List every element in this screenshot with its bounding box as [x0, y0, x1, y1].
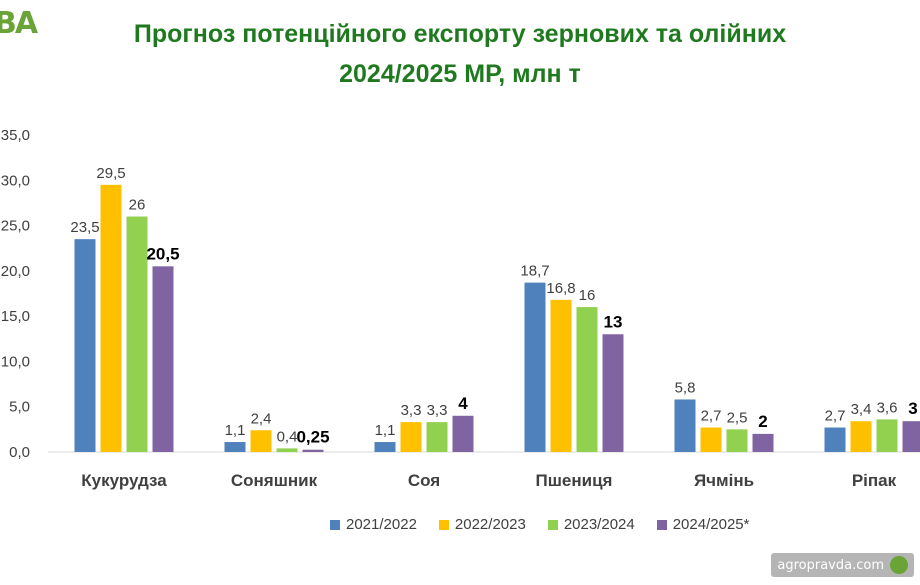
legend-swatch — [330, 519, 340, 530]
data-label: 23,5 — [70, 219, 99, 236]
globe-icon — [890, 556, 908, 574]
legend-label: 2022/2023 — [454, 516, 526, 533]
legend-swatch — [656, 519, 667, 530]
category-label: Кукурудза — [81, 471, 167, 490]
logo-text: BA — [0, 6, 38, 41]
legend-label: 2024/2025* — [672, 516, 750, 533]
bar — [824, 427, 846, 452]
data-label: 16,8 — [546, 280, 575, 297]
legend-swatch — [438, 519, 449, 530]
bar — [674, 399, 696, 452]
data-label: 2,7 — [701, 408, 722, 425]
data-label: 3,6 — [877, 399, 898, 416]
bar — [752, 433, 774, 452]
bar — [902, 421, 920, 452]
data-label: 2 — [758, 412, 767, 431]
legend-label: 2021/2022 — [346, 516, 417, 533]
y-tick-label: 30,0 — [1, 172, 30, 189]
watermark-text: agropravda.com — [777, 557, 884, 573]
bar — [302, 449, 324, 452]
bar — [126, 216, 148, 452]
watermark: agropravda.com — [771, 553, 914, 577]
legend: 2021/2022 2022/2023 2023/2024 2024/2025* — [330, 516, 749, 533]
data-label: 0,25 — [296, 428, 329, 447]
bar — [100, 184, 122, 453]
legend-item: 2023/2024 — [547, 516, 635, 533]
legend-item: 2024/2025* — [656, 516, 750, 533]
bar — [426, 422, 448, 452]
y-tick-label: 15,0 — [1, 308, 30, 325]
data-label: 4 — [458, 394, 468, 413]
y-tick-label: 0,0 — [9, 444, 30, 461]
bar — [550, 299, 572, 452]
data-label: 5,8 — [675, 379, 696, 396]
data-label: 3,4 — [851, 401, 872, 418]
data-label: 20,5 — [146, 244, 179, 263]
bar — [400, 422, 422, 452]
data-label: 3 — [908, 399, 917, 418]
bar — [700, 427, 722, 452]
data-label: 2,4 — [251, 410, 272, 427]
category-label: Пшениця — [536, 471, 613, 490]
data-label: 29,5 — [96, 165, 125, 182]
logo: BA — [0, 4, 42, 44]
category-label: Ріпак — [852, 471, 897, 490]
data-label: 2,7 — [825, 408, 846, 425]
y-tick-label: 20,0 — [1, 263, 30, 280]
category-label: Соняшник — [231, 471, 318, 490]
data-label: 0,4 — [277, 428, 298, 445]
bar — [876, 419, 898, 452]
bar — [602, 334, 624, 452]
data-label: 26 — [129, 197, 146, 214]
bar — [576, 307, 598, 452]
bar — [152, 266, 174, 452]
data-label: 3,3 — [427, 402, 448, 419]
bar — [224, 442, 246, 452]
data-label: 16 — [579, 287, 596, 304]
category-label: Соя — [408, 471, 440, 490]
data-label: 2,5 — [727, 409, 748, 426]
data-label: 18,7 — [520, 263, 549, 280]
y-tick-label: 35,0 — [1, 127, 30, 144]
bar — [850, 421, 872, 452]
legend-item: 2021/2022 — [330, 516, 417, 533]
bar — [250, 430, 272, 452]
legend-swatch — [547, 519, 558, 530]
y-tick-label: 10,0 — [1, 353, 30, 370]
bar — [524, 282, 546, 452]
bar — [726, 429, 748, 452]
y-tick-label: 5,0 — [9, 399, 30, 416]
bar — [276, 448, 298, 452]
data-label: 1,1 — [225, 422, 246, 439]
legend-label: 2023/2024 — [563, 516, 635, 533]
data-label: 1,1 — [375, 422, 396, 439]
bar — [74, 239, 96, 452]
data-label: 13 — [604, 312, 623, 331]
data-label: 3,3 — [401, 402, 422, 419]
category-label: Ячмінь — [694, 471, 754, 490]
bar — [374, 442, 396, 452]
bar — [452, 415, 474, 452]
chart-title-line1: Прогноз потенційного експорту зернових т… — [133, 20, 787, 48]
y-tick-label: 25,0 — [1, 218, 30, 235]
legend-item: 2022/2023 — [438, 516, 526, 533]
chart-title-line2: 2024/2025 МР, млн т — [339, 60, 581, 88]
